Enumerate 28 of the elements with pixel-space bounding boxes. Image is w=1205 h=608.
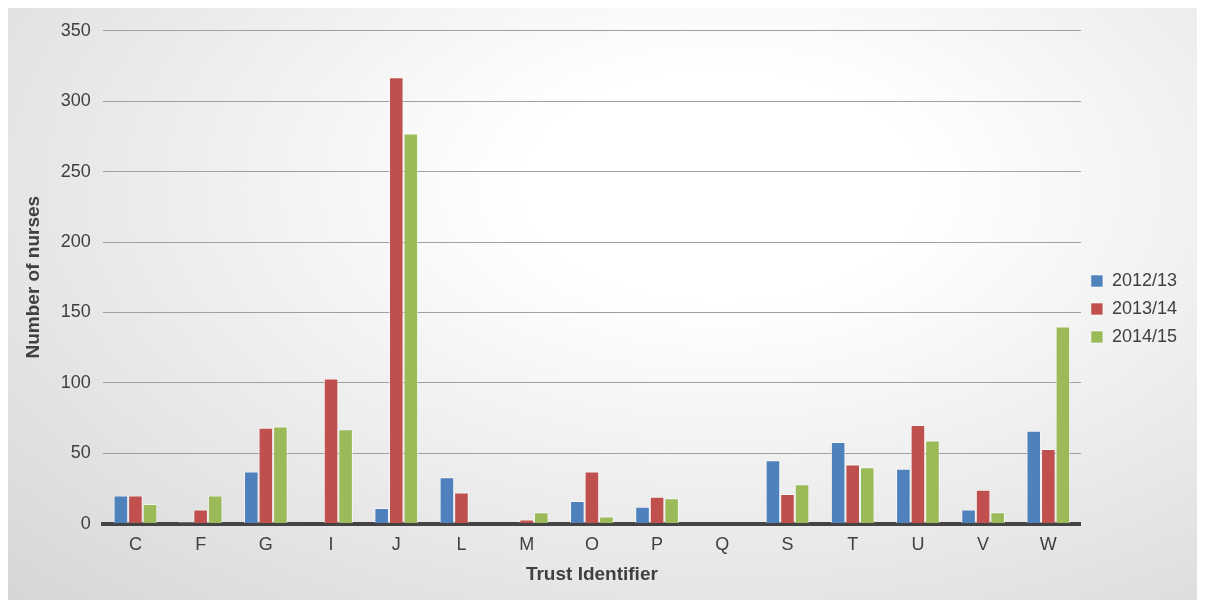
y-tick-label: 150: [60, 301, 91, 322]
x-tick-label: V: [977, 534, 990, 555]
x-tick-label: J: [391, 534, 401, 555]
x-tick-label: M: [519, 534, 535, 555]
y-tick-label: 250: [60, 160, 91, 181]
x-tick-label: G: [258, 534, 273, 555]
y-tick-label: 100: [60, 371, 91, 392]
legend-label: 2012/13: [1111, 269, 1178, 290]
y-tick-label: 350: [60, 19, 91, 40]
x-tick-label: O: [584, 534, 599, 555]
x-tick-label: T: [847, 534, 859, 555]
legend-label: 2014/15: [1111, 325, 1178, 346]
x-tick-label: S: [781, 534, 794, 555]
y-tick-label: 300: [60, 90, 91, 111]
y-tick-label: 50: [70, 442, 91, 463]
legend-label: 2013/14: [1111, 297, 1178, 318]
x-tick-label: F: [195, 534, 207, 555]
x-axis-title: Trust Identifier: [525, 562, 659, 584]
x-tick-label: Q: [715, 534, 730, 555]
y-axis-title: Number of nurses: [21, 195, 43, 359]
y-tick-label: 0: [80, 512, 91, 533]
y-tick-label: 200: [60, 230, 91, 251]
x-tick-label: U: [911, 534, 925, 555]
x-tick-label: L: [456, 534, 467, 555]
x-tick-label: P: [651, 534, 664, 555]
x-tick-label: W: [1039, 534, 1057, 555]
x-tick-label: C: [128, 534, 142, 555]
x-tick-label: I: [328, 534, 334, 555]
